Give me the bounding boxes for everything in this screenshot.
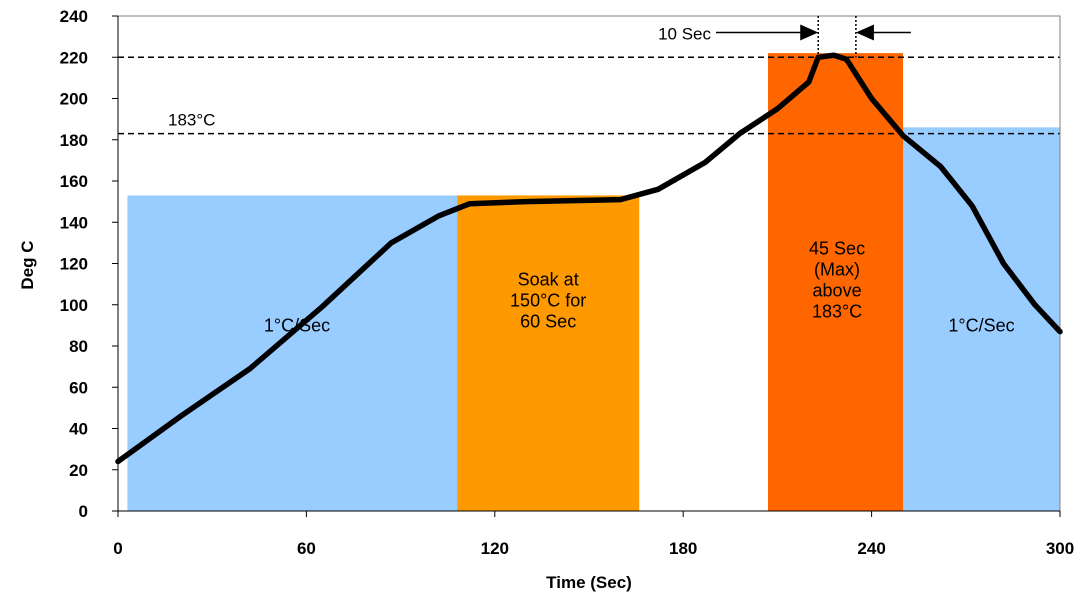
region-label-3-line-1: 45 Sec (809, 239, 865, 259)
x-tick-label-120: 120 (481, 539, 509, 558)
y-tick-label-40: 40 (69, 420, 88, 439)
region-label-3-line-3: above (813, 281, 862, 301)
y-tick-label-60: 60 (69, 378, 88, 397)
x-tick-label-0: 0 (113, 539, 122, 558)
x-tick-label-300: 300 (1046, 539, 1074, 558)
region-label-2-line-2: 150°C for (510, 291, 586, 311)
y-axis-title: Deg C (18, 240, 37, 289)
x-tick-label-240: 240 (857, 539, 885, 558)
region-rect-4 (903, 127, 1060, 511)
region-label-1-line-1: 1°C/Sec (264, 315, 330, 335)
temperature-profile-line (115, 52, 1063, 465)
y-tick-label-80: 80 (69, 337, 88, 356)
y-tick-label-100: 100 (60, 296, 88, 315)
annotation-arrowhead-right (855, 24, 874, 41)
reference-line-label: 183°C (168, 111, 215, 130)
y-tick-label-0: 0 (79, 502, 88, 521)
y-tick-label-180: 180 (60, 131, 88, 150)
region-label-2-line-1: Soak at (518, 270, 579, 290)
x-tick-label-180: 180 (669, 539, 697, 558)
series-layer (115, 52, 1063, 465)
x-axis-title: Time (Sec) (546, 573, 632, 592)
annotation-label: 10 Sec (658, 25, 711, 44)
region-rect-3 (767, 53, 903, 511)
y-tick-label-160: 160 (60, 172, 88, 191)
region-label-2-line-3: 60 Sec (520, 312, 576, 332)
y-tick-label-20: 20 (69, 461, 88, 480)
y-tick-label-140: 140 (60, 213, 88, 232)
reference-lines-layer: 183°C (118, 56, 1060, 135)
region-label-4-line-1: 1°C/Sec (948, 315, 1014, 335)
region-rect-1 (127, 195, 458, 511)
y-tick-label-240: 240 (60, 7, 88, 26)
ticks-layer: 0 20 40 60 80 100 120 140 160 180 200 220 240 0 60 120 1… (60, 7, 1075, 558)
region-label-3-line-4: 183°C (812, 302, 862, 322)
annotation-arrowhead-left (800, 24, 819, 41)
y-tick-label-120: 120 (60, 255, 88, 274)
y-tick-label-220: 220 (60, 48, 88, 67)
region-label-3-line-2: (Max) (814, 260, 860, 280)
x-tick-label-60: 60 (297, 539, 316, 558)
region-rect-2 (457, 195, 640, 511)
regions-layer (127, 53, 1060, 511)
annotation-layer: 10 Sec (658, 16, 911, 58)
y-tick-label-200: 200 (60, 90, 88, 109)
